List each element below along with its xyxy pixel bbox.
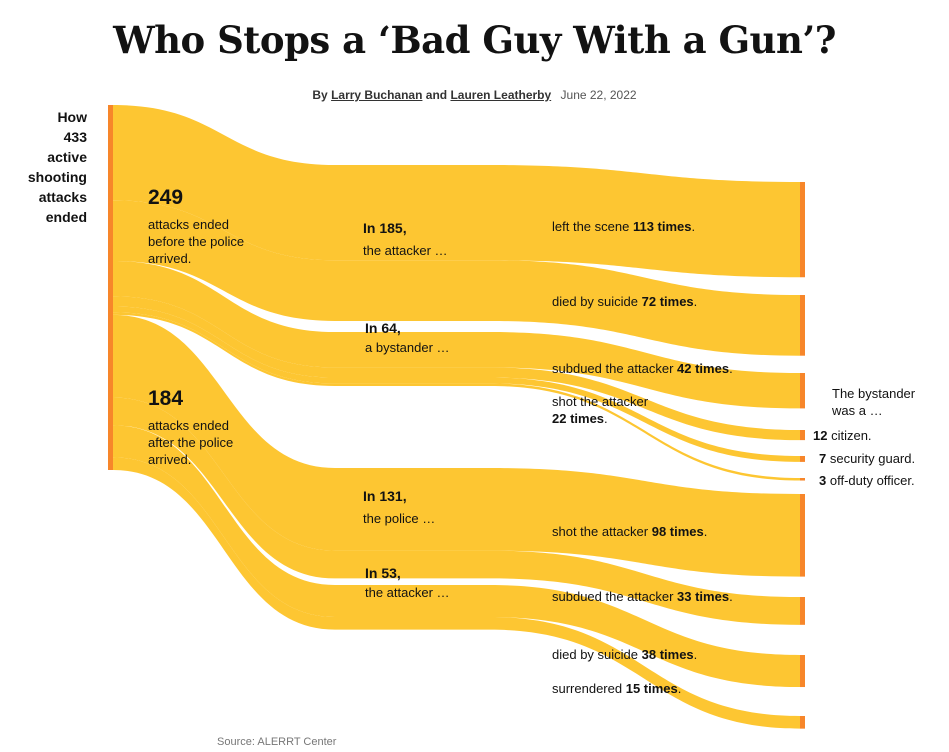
outcome-count: 113 times	[632, 219, 692, 234]
outcome-suicide-before: died by suicide 72 times.	[552, 293, 697, 310]
bystander-type-heading: The bystander was a …	[832, 386, 916, 418]
root-label: How 433 active shooting attacks ended	[28, 107, 87, 227]
outcome-surrendered: surrendered 15 times.	[552, 680, 681, 697]
source-note: Source: ALERRT Center	[217, 736, 337, 748]
outcome-node-bar	[800, 430, 805, 441]
outcome-node-bar	[800, 478, 805, 481]
root-label-line: How	[57, 109, 87, 125]
before-police-label: 249 attacks ended before the police arri…	[148, 185, 268, 267]
publish-date: June 22, 2022	[560, 88, 637, 102]
outcome-left-scene: left the scene 113 times.	[552, 218, 695, 235]
outcome-punct: .	[729, 361, 733, 376]
outcome-punct: .	[604, 411, 608, 426]
outcome-subdued-bystander: subdued the attacker 42 times.	[552, 360, 733, 377]
outcome-punct: .	[703, 524, 708, 539]
outcome-count: 42 times	[677, 361, 730, 376]
outcome-count: 7	[819, 451, 827, 466]
root-label-line: 433	[63, 129, 87, 145]
outcome-shot-bystander: shot the attacker 22 times.	[552, 393, 648, 427]
outcome-punct: .	[693, 294, 698, 309]
outcome-node-bar	[800, 182, 805, 278]
outcome-node-bar	[800, 597, 805, 625]
flow-surrendered	[113, 457, 800, 729]
outcome-text: off-duty officer.	[826, 473, 915, 488]
before-text: attacks ended before the police arrived.	[148, 217, 245, 266]
outcome-count: 38 times	[641, 647, 694, 662]
outcome-text: subdued the attacker	[552, 589, 678, 604]
outcome-off-duty-officer: 3 off-duty officer.	[819, 472, 915, 489]
after-police-label: 184 attacks ended after the police arriv…	[148, 386, 258, 468]
flow-shot-the-attacker-security-guard	[113, 306, 800, 462]
page-title: Who Stops a ‘Bad Guy With a Gun’?	[113, 18, 836, 62]
outcome-citizen: 12 citizen.	[813, 427, 872, 444]
outcome-punct: .	[693, 647, 698, 662]
group-53-label: In 53, the attacker …	[365, 565, 450, 601]
outcome-text: died by suicide	[552, 647, 642, 662]
outcome-node-bar	[800, 494, 805, 577]
outcome-text: surrendered	[552, 681, 626, 696]
outcome-count: 33 times	[677, 589, 730, 604]
byline-by: By	[312, 88, 328, 102]
flow-died-by-suicide	[113, 200, 800, 356]
outcome-text: left the scene	[552, 219, 633, 234]
group-64-label: In 64, a bystander …	[365, 320, 450, 356]
outcome-suicide-after: died by suicide 38 times.	[552, 646, 697, 663]
flow-subdued-the-attacker	[113, 260, 800, 409]
outcome-text: died by suicide	[552, 294, 642, 309]
outcome-text: subdued the attacker	[552, 361, 678, 376]
outcome-count: 98 times	[651, 524, 704, 539]
outcome-police-shot: shot the attacker 98 times.	[552, 523, 707, 540]
author-link[interactable]: Larry Buchanan	[331, 88, 423, 102]
outcome-node-bar	[800, 373, 805, 409]
outcome-text: shot the attacker	[552, 394, 649, 409]
outcome-police-subdued: subdued the attacker 33 times.	[552, 588, 733, 605]
group-text: a bystander …	[365, 340, 450, 355]
group-185-label: In 185, the attacker …	[363, 220, 448, 259]
root-label-line: shooting	[27, 169, 87, 185]
outcome-count: 22 times	[552, 411, 605, 426]
outcome-node-bar	[800, 655, 805, 688]
after-text: attacks ended after the police arrived.	[148, 418, 234, 467]
author-link[interactable]: Lauren Leatherby	[450, 88, 552, 102]
flow-left-the-scene	[113, 105, 800, 278]
root-label-line: ended	[45, 209, 87, 225]
flow-shot-the-attacker	[113, 314, 800, 577]
outcome-text: shot the attacker	[552, 524, 652, 539]
group-head: In 185,	[363, 220, 407, 236]
group-head: In 64,	[365, 320, 401, 336]
outcome-text: citizen.	[827, 428, 872, 443]
group-text: the attacker …	[363, 243, 448, 258]
outcome-node-bar	[800, 295, 805, 356]
outcome-punct: .	[729, 589, 733, 604]
root-label-line: attacks	[38, 189, 87, 205]
outcome-count: 15 times	[625, 681, 678, 696]
group-text: the attacker …	[365, 585, 450, 600]
flow-died-by-suicide	[113, 425, 800, 688]
byline-and: and	[425, 88, 448, 102]
outcome-count: 3	[819, 473, 827, 488]
before-count: 249	[148, 186, 184, 209]
outcome-node-bar	[800, 716, 805, 729]
group-text: the police …	[363, 511, 436, 526]
group-head: In 53,	[365, 565, 401, 581]
outcome-punct: .	[677, 681, 682, 696]
group-131-label: In 131, the police …	[363, 488, 435, 527]
outcome-count: 72 times	[641, 294, 694, 309]
group-head: In 131,	[363, 488, 407, 504]
flow-subdued-the-attacker	[113, 397, 800, 625]
root-label-line: active	[47, 149, 87, 165]
outcome-node-bar	[800, 456, 805, 462]
flow-shot-the-attacker-citizen	[113, 296, 800, 441]
after-count: 184	[148, 387, 184, 410]
outcome-punct: .	[691, 219, 696, 234]
outcome-security-guard: 7 security guard.	[819, 450, 915, 467]
outcome-text: security guard.	[826, 451, 916, 466]
root-node-bar	[108, 105, 113, 470]
byline: By Larry Buchanan and Lauren Leatherby J…	[0, 88, 949, 102]
outcome-count: 12	[813, 428, 828, 443]
